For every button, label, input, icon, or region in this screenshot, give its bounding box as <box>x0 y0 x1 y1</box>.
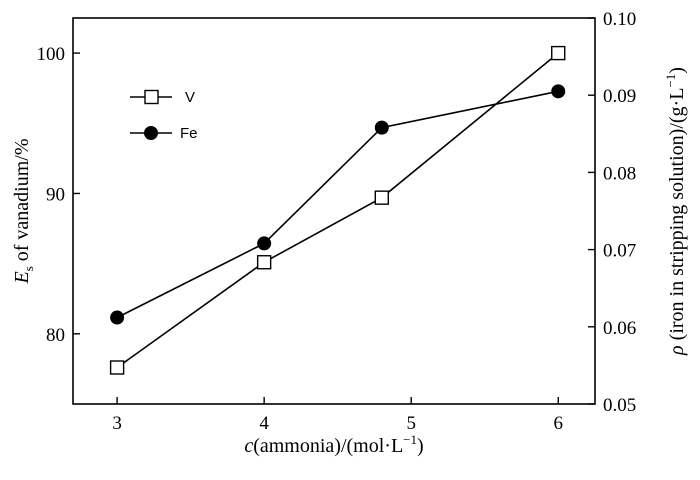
x-tick-label-1: 4 <box>259 413 269 434</box>
data-point-v-2 <box>374 190 389 205</box>
y-right-tick-label-3: 0.08 <box>603 163 636 184</box>
series-line-fe <box>116 90 559 319</box>
y-right-tick-label-2: 0.07 <box>603 241 636 262</box>
legend-label-fe: Fe <box>180 125 198 142</box>
x-tick-label-3: 6 <box>553 413 563 434</box>
data-point-fe-3 <box>551 84 566 99</box>
y-axis-label-left: Es of vanadium/% <box>11 138 36 284</box>
y-axis-label-right-var: ρ <box>666 345 688 356</box>
data-point-v-1 <box>256 255 272 270</box>
y-right-tick-label-5: 0.10 <box>603 9 636 30</box>
x-axis-label-var: c <box>244 435 253 457</box>
data-point-v-3 <box>551 45 566 61</box>
x-axis-label-text: (ammonia)/(mol·L <box>253 435 403 457</box>
x-axis-label: c(ammonia)/(mol·L−1) <box>244 432 423 457</box>
y-axis-label-left-var: E <box>11 271 33 284</box>
y-right-tick-label-0: 0.05 <box>603 395 636 416</box>
y-right-tick-label-1: 0.06 <box>603 318 636 339</box>
y-left-tick-label-2: 100 <box>37 44 66 65</box>
y-axis-label-right-close: ) <box>666 67 688 74</box>
y-axis-label-right: ρ (iron in stripping solution)/(g·L−1) <box>663 67 688 356</box>
series-layer <box>109 45 566 375</box>
series-line-v <box>116 52 559 369</box>
plot-frame <box>72 17 596 405</box>
y-left-tick-label-0: 80 <box>46 325 65 346</box>
data-point-fe-2 <box>374 120 389 135</box>
y-axis-label-right-sup: −1 <box>663 74 678 88</box>
y-axis-label-left-sub: s <box>21 266 36 271</box>
y-right-tick-label-4: 0.09 <box>603 86 636 107</box>
x-axis-label-close: ) <box>417 435 424 457</box>
legend-label-v: V <box>185 89 195 106</box>
y-axis-label-left-text: of vanadium/% <box>11 138 33 266</box>
ticks-layer: 3 4 5 6 80 90 100 0.05 0.06 0.07 0.08 0.09 0.10 <box>37 9 637 434</box>
legend: V Fe <box>130 89 198 142</box>
legend-marker-v <box>144 89 159 105</box>
y-axis-label-right-text: (iron in stripping solution)/(g·L <box>666 88 688 346</box>
data-point-v-0 <box>109 360 125 375</box>
x-axis-label-sup: −1 <box>403 432 417 447</box>
legend-marker-fe <box>144 126 158 140</box>
data-point-fe-0 <box>110 310 125 325</box>
x-tick-label-0: 3 <box>112 413 122 434</box>
x-tick-label-2: 5 <box>406 413 416 434</box>
y-left-tick-label-1: 90 <box>46 184 65 205</box>
data-point-fe-1 <box>257 236 272 251</box>
